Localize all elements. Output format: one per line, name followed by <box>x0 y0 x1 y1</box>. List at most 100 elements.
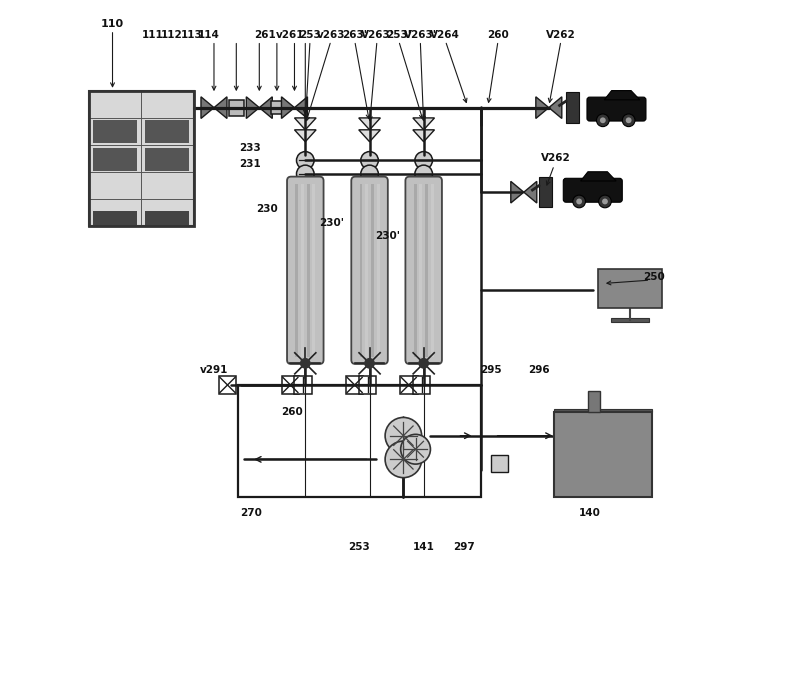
FancyBboxPatch shape <box>351 177 388 364</box>
Polygon shape <box>511 181 524 203</box>
Bar <box>358 376 376 394</box>
Bar <box>146 147 190 170</box>
Bar <box>430 184 434 357</box>
Text: 253: 253 <box>349 542 370 552</box>
Circle shape <box>415 165 433 183</box>
Polygon shape <box>201 97 214 119</box>
Polygon shape <box>604 91 640 100</box>
Bar <box>238 385 481 496</box>
Polygon shape <box>549 97 562 119</box>
Bar <box>89 91 194 226</box>
Bar <box>554 409 652 412</box>
Bar <box>306 184 310 357</box>
Bar <box>610 318 650 322</box>
Circle shape <box>573 195 586 208</box>
Polygon shape <box>413 130 434 142</box>
Bar <box>313 184 315 357</box>
Circle shape <box>626 117 631 123</box>
Text: 110: 110 <box>101 19 124 29</box>
Bar <box>566 93 579 123</box>
Text: 253': 253' <box>386 30 411 40</box>
Text: 263': 263' <box>342 30 367 40</box>
Circle shape <box>364 358 375 369</box>
Bar <box>598 269 662 308</box>
Text: 297: 297 <box>454 542 475 552</box>
Circle shape <box>597 114 609 127</box>
Bar <box>89 91 194 226</box>
Text: V262: V262 <box>541 153 570 164</box>
Bar <box>282 376 299 394</box>
Text: 140: 140 <box>578 509 600 518</box>
Polygon shape <box>214 97 227 119</box>
Circle shape <box>401 434 430 464</box>
Polygon shape <box>294 118 316 130</box>
Circle shape <box>297 165 314 183</box>
Polygon shape <box>358 130 380 142</box>
Bar <box>93 211 137 224</box>
Bar <box>360 184 362 357</box>
Polygon shape <box>536 97 549 119</box>
Bar <box>554 412 652 496</box>
Polygon shape <box>246 97 259 119</box>
Bar <box>400 376 418 394</box>
Text: 253: 253 <box>299 30 321 40</box>
Bar <box>588 391 600 412</box>
Text: v291: v291 <box>200 365 228 375</box>
Bar <box>419 184 422 357</box>
Text: 296: 296 <box>528 365 550 375</box>
Text: 111: 111 <box>142 30 164 40</box>
Polygon shape <box>358 118 380 130</box>
Bar <box>377 184 379 357</box>
Bar <box>371 184 374 357</box>
Polygon shape <box>524 181 537 203</box>
Text: v261: v261 <box>276 30 305 40</box>
Circle shape <box>385 441 422 477</box>
Text: 112: 112 <box>161 30 182 40</box>
FancyBboxPatch shape <box>406 177 442 364</box>
Polygon shape <box>294 97 307 119</box>
Circle shape <box>415 151 433 169</box>
Text: V262: V262 <box>546 30 576 40</box>
Text: 270: 270 <box>240 509 262 518</box>
Circle shape <box>361 151 378 169</box>
Bar <box>218 376 236 394</box>
Bar <box>366 184 368 357</box>
Circle shape <box>576 198 582 205</box>
Circle shape <box>622 114 635 127</box>
Text: 230: 230 <box>257 204 278 214</box>
Bar <box>93 121 137 143</box>
Bar <box>270 101 283 115</box>
Circle shape <box>418 358 429 369</box>
Text: 260: 260 <box>281 407 302 417</box>
FancyBboxPatch shape <box>563 178 622 203</box>
Bar <box>301 184 304 357</box>
Circle shape <box>600 117 606 123</box>
Text: V263': V263' <box>361 30 394 40</box>
Bar <box>295 184 298 357</box>
Text: 260: 260 <box>487 30 509 40</box>
Bar <box>425 184 428 357</box>
Bar <box>93 147 137 170</box>
Bar <box>491 456 507 471</box>
Text: V263': V263' <box>404 30 437 40</box>
Bar <box>413 376 430 394</box>
FancyBboxPatch shape <box>287 177 323 364</box>
Bar <box>539 177 552 207</box>
Bar <box>294 376 312 394</box>
Circle shape <box>361 165 378 183</box>
Polygon shape <box>259 97 272 119</box>
Bar <box>146 211 190 224</box>
Polygon shape <box>581 172 616 181</box>
Text: 233: 233 <box>239 143 262 153</box>
Bar <box>346 376 363 394</box>
FancyBboxPatch shape <box>587 97 646 121</box>
Text: 230': 230' <box>319 218 344 228</box>
Text: V264: V264 <box>430 30 460 40</box>
Bar <box>414 184 417 357</box>
Circle shape <box>598 195 611 208</box>
Circle shape <box>602 198 608 205</box>
Bar <box>146 121 190 143</box>
Circle shape <box>297 151 314 169</box>
Text: 231: 231 <box>239 159 262 168</box>
Circle shape <box>385 417 422 454</box>
